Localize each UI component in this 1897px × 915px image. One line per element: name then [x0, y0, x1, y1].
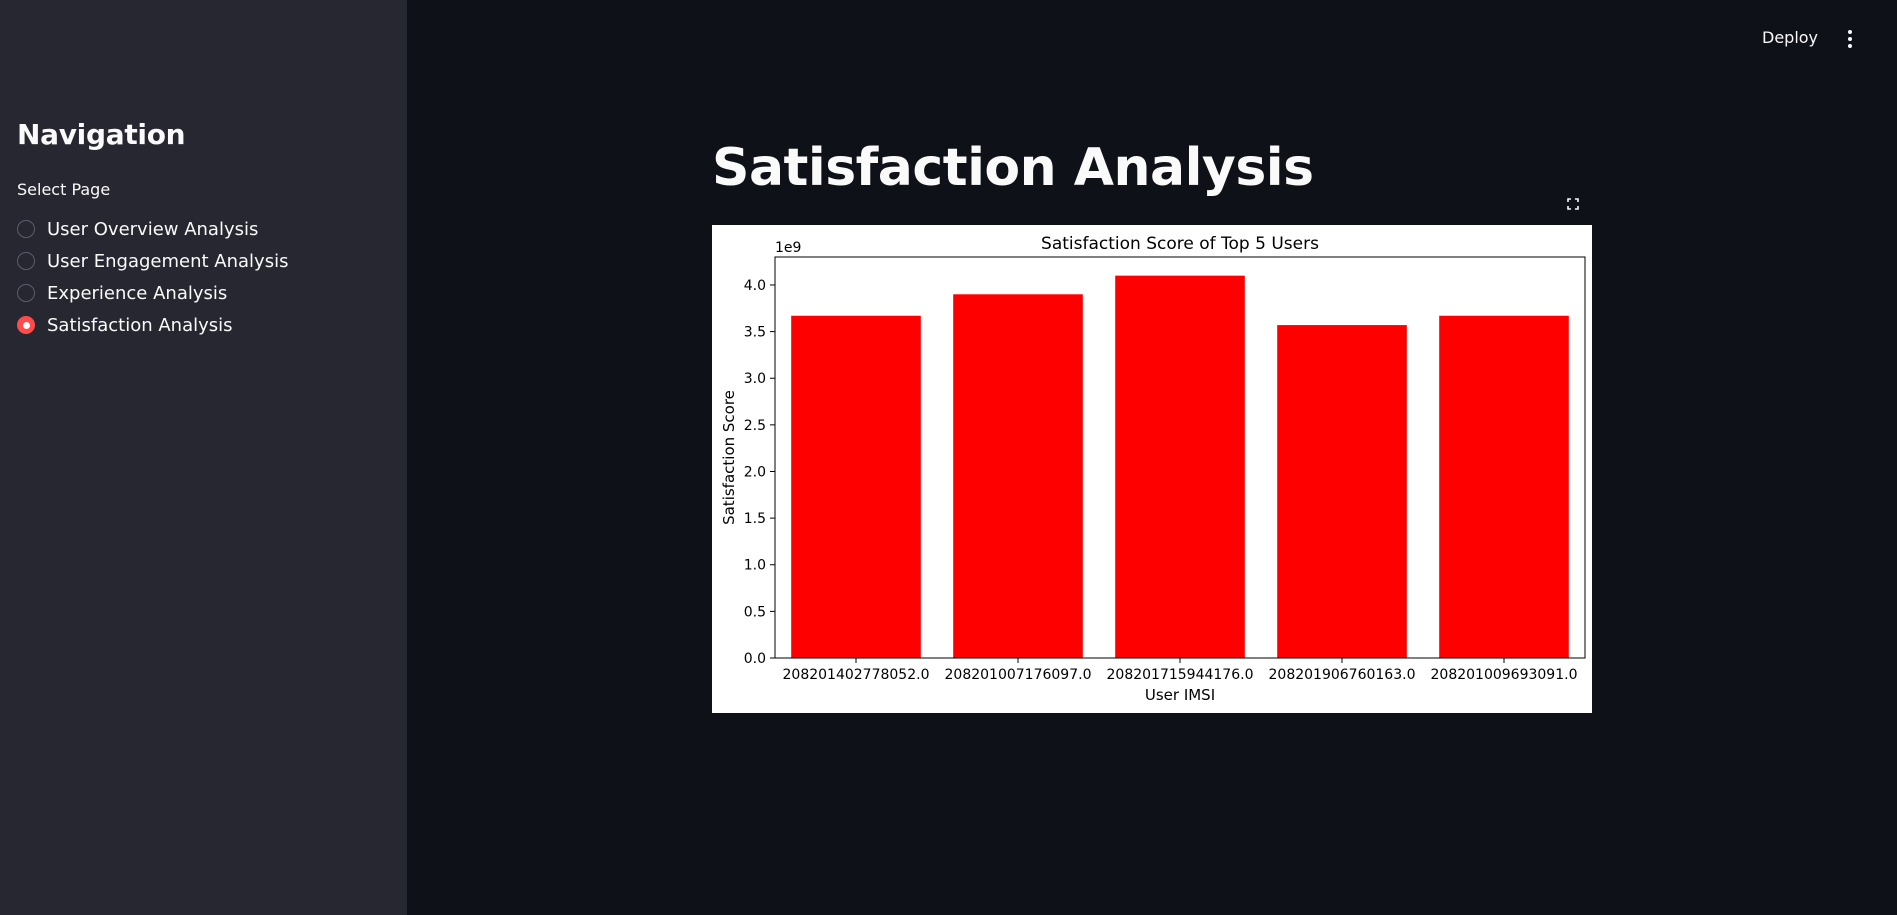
chart-bar	[791, 315, 921, 658]
chart-svg: Satisfaction Score of Top 5 Users 1e9 Us…	[720, 234, 1586, 704]
chart-y-tick-label: 1.0	[744, 558, 766, 574]
chart-x-tick-label: 208201402778052.0	[783, 667, 930, 683]
radio-selected-icon	[17, 316, 35, 334]
chart-plot-frame	[774, 256, 1586, 659]
radio-user-overview-analysis[interactable]: User Overview Analysis	[17, 213, 288, 245]
chart-y-tick-label: 3.0	[744, 371, 766, 387]
chart-x-tick-label: 208201906760163.0	[1269, 667, 1416, 683]
select-page-label: Select Page	[17, 180, 111, 199]
radio-label: Satisfaction Analysis	[47, 314, 233, 336]
chart-x-tick-label: 208201715944176.0	[1107, 667, 1254, 683]
fullscreen-icon[interactable]	[1566, 196, 1580, 210]
chart-bar	[1115, 275, 1245, 658]
chart-title: Satisfaction Score of Top 5 Users	[1041, 234, 1319, 254]
chart-y-tick-label: 0.5	[744, 604, 766, 620]
radio-user-engagement-analysis[interactable]: User Engagement Analysis	[17, 245, 288, 277]
chart-marks: 208201402778052.0 208201007176097.0 208201…	[744, 256, 1586, 683]
chart-y-tick-label: 1.5	[744, 511, 766, 527]
sidebar-heading: Navigation	[17, 118, 186, 151]
chart-y-tick-label: 4.0	[744, 278, 766, 294]
chart-x-tick-label: 208201009693091.0	[1431, 667, 1578, 683]
vertical-ellipsis-icon[interactable]	[1840, 26, 1860, 52]
chart-bar	[953, 294, 1083, 658]
chart-x-tick-label: 208201007176097.0	[945, 667, 1092, 683]
radio-unselected-icon	[17, 220, 35, 238]
chart-y-tick-label: 2.0	[744, 464, 766, 480]
radio-label: User Overview Analysis	[47, 218, 259, 240]
chart-y-tick-label: 0.0	[744, 651, 766, 667]
chart-x-axis-label: User IMSI	[1145, 686, 1215, 704]
chart-bar	[1439, 315, 1569, 658]
page-radio-group: User Overview Analysis User Engagement A…	[17, 213, 288, 341]
radio-experience-analysis[interactable]: Experience Analysis	[17, 277, 288, 309]
radio-unselected-icon	[17, 284, 35, 302]
sidebar: Navigation Select Page User Overview Ana…	[0, 0, 407, 915]
chart-y-tick-label: 2.5	[744, 418, 766, 434]
radio-label: Experience Analysis	[47, 282, 228, 304]
chart-y-axis-label: Satisfaction Score	[720, 390, 738, 525]
radio-unselected-icon	[17, 252, 35, 270]
radio-label: User Engagement Analysis	[47, 250, 289, 272]
chart-bar	[1277, 325, 1407, 658]
chart-y-multiplier: 1e9	[775, 240, 801, 256]
satisfaction-chart: Satisfaction Score of Top 5 Users 1e9 Us…	[712, 225, 1592, 713]
deploy-button[interactable]: Deploy	[1762, 28, 1819, 47]
radio-satisfaction-analysis[interactable]: Satisfaction Analysis	[17, 309, 288, 341]
page-title: Satisfaction Analysis	[712, 138, 1314, 198]
chart-y-tick-label: 3.5	[744, 325, 766, 341]
